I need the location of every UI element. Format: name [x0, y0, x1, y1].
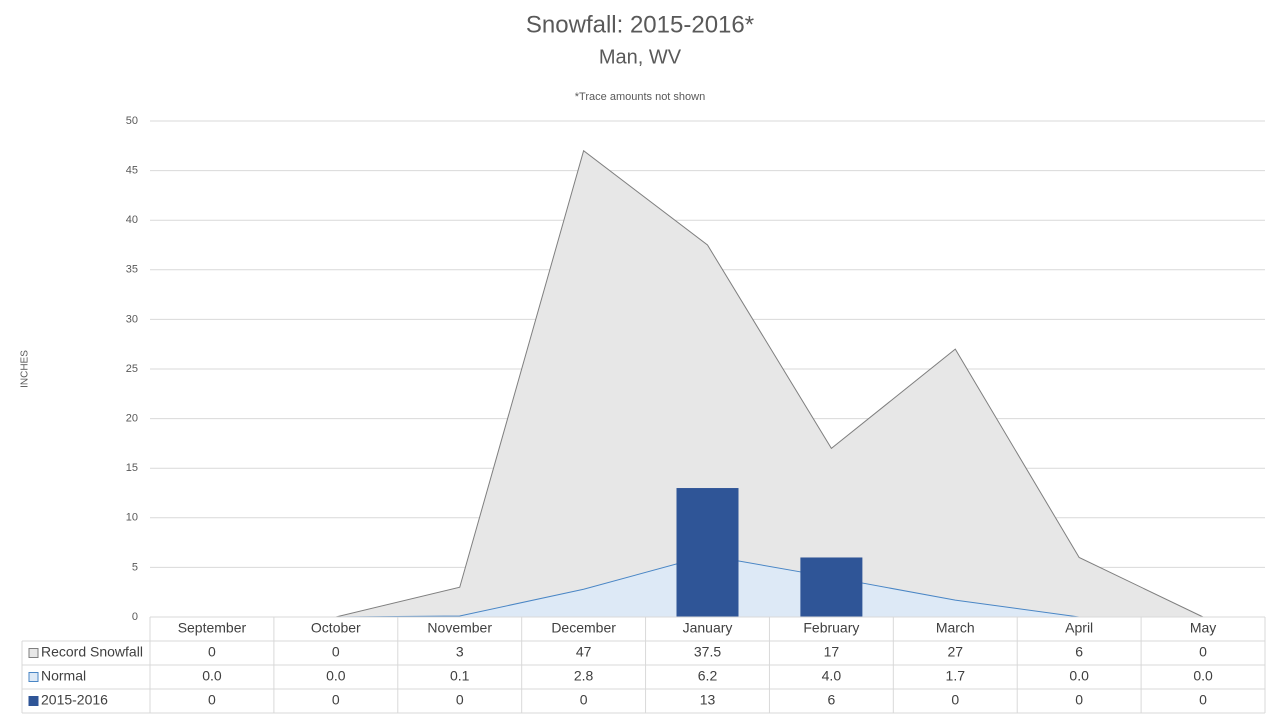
- y-tick-label: 35: [126, 264, 138, 276]
- chart-title: Snowfall: 2015-2016*: [526, 11, 754, 38]
- legend-swatch: [28, 696, 39, 706]
- table-value: 0: [332, 644, 340, 660]
- y-tick-label: 10: [126, 512, 138, 524]
- y-tick-label: 5: [132, 561, 138, 573]
- y-tick-label: 40: [126, 214, 138, 226]
- table-value: 0.0: [1069, 668, 1089, 684]
- table-value: 0: [580, 692, 588, 708]
- table-value: 4.0: [822, 668, 842, 684]
- annotation: *Trace amounts not shown: [575, 91, 705, 103]
- y-tick-label: 30: [126, 313, 138, 325]
- area-line: [211, 149, 1204, 618]
- table-value: 0: [1075, 692, 1083, 708]
- x-tick-label: January: [683, 620, 733, 636]
- x-tick-label: December: [551, 620, 616, 636]
- y-tick-label: 0: [132, 611, 138, 623]
- bar: [800, 557, 863, 617]
- legend-swatch: [28, 672, 39, 682]
- table-value: 0.0: [1193, 668, 1213, 684]
- x-tick-label: May: [1190, 620, 1216, 636]
- table-value: 27: [947, 644, 963, 660]
- legend-entry: Record Snowfall: [41, 644, 143, 660]
- table-value: 0.1: [450, 668, 470, 684]
- y-tick-label: 50: [126, 115, 138, 127]
- y-tick-label: 45: [126, 165, 138, 177]
- table-value: 2.8: [574, 668, 594, 684]
- x-tick-label: November: [427, 620, 492, 636]
- table-value: 0: [1199, 692, 1207, 708]
- x-tick-label: February: [803, 620, 859, 636]
- x-tick-label: April: [1065, 620, 1093, 636]
- table-value: 0: [1199, 644, 1207, 660]
- legend-entry: Normal: [41, 668, 86, 684]
- area: [211, 150, 1204, 617]
- x-tick-label: March: [936, 620, 975, 636]
- table-value: 47: [576, 644, 592, 660]
- x-tick-label: October: [311, 620, 361, 636]
- table-value: 17: [824, 644, 840, 660]
- y-tick-label: 20: [126, 413, 138, 425]
- y-tick-label: 25: [126, 363, 138, 375]
- table-value: 0: [208, 644, 216, 660]
- table-value: 13: [700, 692, 716, 708]
- table-value: 6: [827, 692, 835, 708]
- table-value: 0.0: [326, 668, 346, 684]
- y-axis-label: INCHES: [20, 350, 31, 388]
- table-value: 0: [332, 692, 340, 708]
- table-value: 0.0: [202, 668, 222, 684]
- table-value: 37.5: [694, 644, 721, 660]
- bar: [676, 488, 739, 617]
- table-value: 6.2: [698, 668, 718, 684]
- table-value: 6: [1075, 644, 1083, 660]
- table-value: 0: [208, 692, 216, 708]
- x-tick-label: September: [178, 620, 247, 636]
- y-tick-label: 15: [126, 462, 138, 474]
- legend-entry: 2015-2016: [41, 692, 108, 708]
- table-value: 3: [456, 644, 464, 660]
- table-value: 1.7: [946, 668, 966, 684]
- legend-swatch: [28, 648, 39, 658]
- table-value: 0: [456, 692, 464, 708]
- chart-subtitle: Man, WV: [599, 46, 682, 68]
- table-value: 0: [951, 692, 959, 708]
